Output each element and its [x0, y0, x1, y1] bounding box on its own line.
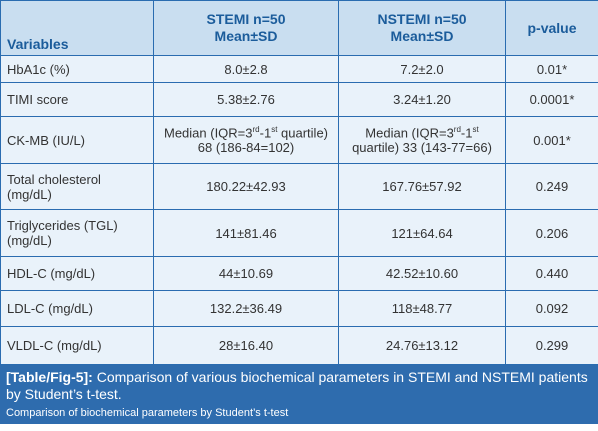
header-row: Variables STEMI n=50 Mean±SD NSTEMI n=50 Mea…	[0, 0, 598, 56]
table-cell: Median (IQR=3rd-1st quartile) 33 (143-77…	[338, 116, 506, 164]
table-cell: 0.092	[505, 290, 598, 327]
table-cell: 0.01*	[505, 55, 598, 83]
superscript: st	[271, 124, 278, 134]
table-cell: 0.249	[505, 163, 598, 210]
table-cell: 121±64.64	[338, 209, 506, 257]
table-cell: 8.0±2.8	[153, 55, 339, 83]
table-row: VLDL-C (mg/dL) 28±16.40 24.76±13.12 0.299	[0, 326, 598, 365]
table-cell: 0.206	[505, 209, 598, 257]
cell-text: Median (IQR=3	[365, 125, 454, 141]
cell-text: Median (IQR=3	[163, 125, 253, 141]
cell-text: -1	[259, 125, 272, 141]
table-row: CK-MB (IU/L) Median (IQR=3rd-1st quartile…	[0, 116, 598, 164]
table-cell: 180.22±42.93	[153, 163, 339, 210]
header-line: STEMI n=50	[206, 11, 286, 27]
table-cell: 7.2±2.0	[338, 55, 506, 83]
header-line: Mean±SD	[390, 28, 454, 44]
table-row: TIMI score 5.38±2.76 3.24±1.20 0.0001*	[0, 82, 598, 117]
caption-label: [Table/Fig-5]:	[6, 369, 93, 385]
data-table: Variables STEMI n=50 Mean±SD NSTEMI n=50 Mea…	[0, 0, 598, 365]
table-cell: 44±10.69	[153, 256, 339, 291]
superscript: st	[472, 124, 479, 134]
table-cell: 167.76±57.92	[338, 163, 506, 210]
cell-text: quartile) 33 (143-77=66)	[352, 140, 492, 156]
caption-text: Comparison of various biochemical parame…	[6, 369, 588, 402]
table-cell: LDL-C (mg/dL)	[0, 290, 154, 327]
table-cell: TIMI score	[0, 82, 154, 117]
table-cell: 118±48.77	[338, 290, 506, 327]
table-row: Triglycerides (TGL) (mg/dL) 141±81.46 121±…	[0, 209, 598, 257]
superscript: rd	[453, 124, 461, 134]
table-cell: 3.24±1.20	[338, 82, 506, 117]
table-row: Total cholesterol (mg/dL) 180.22±42.93 167…	[0, 163, 598, 210]
table-cell: 0.001*	[505, 116, 598, 164]
table-cell: 28±16.40	[153, 326, 339, 365]
table-cell: CK-MB (IU/L)	[0, 116, 154, 164]
table-cell: 0.0001*	[505, 82, 598, 117]
table-cell: Triglycerides (TGL) (mg/dL)	[0, 209, 154, 257]
table-cell: 5.38±2.76	[153, 82, 339, 117]
header-line: NSTEMI n=50	[377, 11, 467, 27]
table-cell: 141±81.46	[153, 209, 339, 257]
table-cell: HDL-C (mg/dL)	[0, 256, 154, 291]
table-cell: VLDL-C (mg/dL)	[0, 326, 154, 365]
header-cell: Variables	[0, 0, 154, 56]
table-row: LDL-C (mg/dL) 132.2±36.49 118±48.77 0.092	[0, 290, 598, 327]
header-line: Mean±SD	[214, 28, 278, 44]
superscript: rd	[252, 124, 260, 134]
table-cell: 132.2±36.49	[153, 290, 339, 327]
table-cell: 24.76±13.12	[338, 326, 506, 365]
header-cell: NSTEMI n=50 Mean±SD	[338, 0, 506, 56]
caption-note: Comparison of biochemical parameters by …	[6, 407, 289, 419]
cell-text: quartile) 68 (186-84=102)	[197, 125, 328, 156]
table-cell: Total cholesterol (mg/dL)	[0, 163, 154, 210]
table-cell: HbA1c (%)	[0, 55, 154, 83]
table-cell: 42.52±10.60	[338, 256, 506, 291]
caption: [Table/Fig-5]: Comparison of various bio…	[0, 365, 598, 424]
table-cell: 0.299	[505, 326, 598, 365]
table-row: HbA1c (%) 8.0±2.8 7.2±2.0 0.01*	[0, 55, 598, 83]
header-cell: p-value	[505, 0, 598, 56]
table-row: HDL-C (mg/dL) 44±10.69 42.52±10.60 0.440	[0, 256, 598, 291]
cell-text: -1	[460, 125, 473, 141]
table-cell: 0.440	[505, 256, 598, 291]
header-cell: STEMI n=50 Mean±SD	[153, 0, 339, 56]
table-cell: Median (IQR=3rd-1st quartile) 68 (186-84…	[153, 116, 339, 164]
